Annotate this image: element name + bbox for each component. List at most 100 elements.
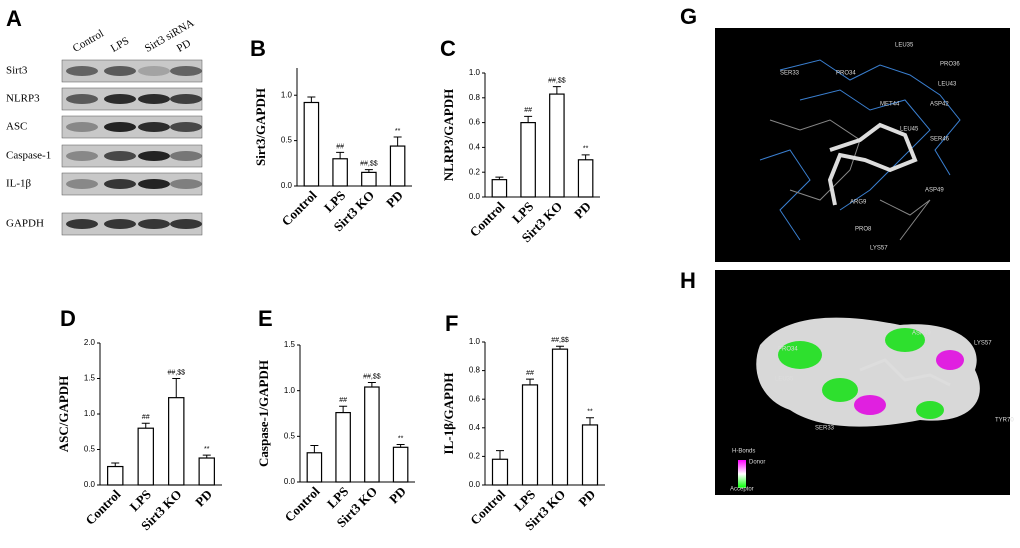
significance-label: ** <box>395 128 401 135</box>
bar <box>392 446 409 483</box>
residue-label: PRO36 <box>940 62 960 68</box>
y-tick-label: 0.2 <box>469 167 481 176</box>
bar <box>549 93 565 198</box>
bar <box>491 458 509 486</box>
bar <box>581 424 599 486</box>
significance-label: ** <box>587 409 593 416</box>
y-tick-label: 1.0 <box>469 337 481 346</box>
y-tick-label: 0.5 <box>284 431 296 440</box>
y-tick-label: 1.0 <box>281 90 293 99</box>
y-tick-label: 0.5 <box>84 445 96 454</box>
blot-band <box>138 179 170 189</box>
significance-label: ## <box>336 143 344 150</box>
error-bar <box>393 136 402 147</box>
x-tick-label: Control <box>82 486 123 527</box>
panel-letter: C <box>440 36 456 61</box>
blot-band <box>138 94 170 104</box>
bar <box>361 171 377 187</box>
legend-title: H-Bonds <box>732 449 755 455</box>
legend-acceptor: Acceptor <box>730 487 754 493</box>
residue-label: LEU45 <box>900 127 919 133</box>
bar <box>303 101 320 187</box>
x-tick-label: PD <box>383 188 406 211</box>
x-tick-label: PD <box>192 487 215 510</box>
y-tick-label: 1.0 <box>469 68 481 77</box>
bar <box>168 397 185 486</box>
y-tick-label: 0.0 <box>469 480 481 489</box>
y-tick-label: 1.0 <box>284 386 296 395</box>
y-tick-label: 0.6 <box>469 394 481 403</box>
error-bar <box>339 405 348 413</box>
x-tick-label: Control <box>279 187 320 228</box>
bar <box>520 121 536 198</box>
error-bar <box>364 169 373 173</box>
bar <box>389 145 406 187</box>
panel-letter: E <box>258 306 273 331</box>
significance-label: ** <box>583 146 589 153</box>
bar <box>551 348 569 486</box>
bar <box>107 465 124 486</box>
y-tick-label: 1.5 <box>284 340 296 349</box>
surface-patches <box>778 328 964 419</box>
error-bar <box>310 444 319 453</box>
error-bar <box>336 151 345 159</box>
residue-label: LEU35 <box>895 43 914 49</box>
y-axis-label: Caspase-1/GAPDH <box>256 360 271 467</box>
panel-letter: D <box>60 306 76 331</box>
significance-label: ## <box>526 370 534 377</box>
blot-band <box>170 94 202 104</box>
blot-band <box>138 66 170 76</box>
panel-letter: G <box>680 4 697 29</box>
ligand <box>827 122 918 206</box>
residue-label: LYS57 <box>974 341 992 347</box>
error-bar <box>396 444 405 448</box>
blot-band <box>104 151 136 161</box>
blot-band <box>138 219 170 229</box>
y-tick-label: 0.6 <box>469 118 481 127</box>
y-axis-label: Sirt3/GAPDH <box>253 88 268 166</box>
residue-label: ASP49 <box>925 188 944 194</box>
y-tick-label: 0.8 <box>469 93 481 102</box>
x-tick-label: Control <box>467 486 508 527</box>
y-tick-label: 0.0 <box>84 480 96 489</box>
significance-label: ## <box>339 397 347 404</box>
error-bar <box>552 86 561 95</box>
blot-row-label: IL-1β <box>6 178 32 190</box>
blot-row-label: NLRP3 <box>6 93 40 105</box>
x-tick-label: PD <box>575 487 598 510</box>
blot-band <box>104 219 136 229</box>
residue-label: LYS57 <box>870 246 888 252</box>
blot-band <box>66 219 98 229</box>
blot-band <box>66 179 98 189</box>
panel-letter: B <box>250 36 266 61</box>
bar <box>521 384 539 486</box>
bar <box>137 427 154 486</box>
error-bar <box>495 176 504 180</box>
error-bar <box>111 462 120 467</box>
bar <box>364 386 380 483</box>
significance-label: ##,$$ <box>167 369 185 376</box>
blot-band <box>66 66 98 76</box>
blot-band <box>104 179 136 189</box>
error-bar <box>496 450 504 460</box>
y-tick-label: 1.0 <box>84 409 96 418</box>
blot-row-label: Caspase-1 <box>6 150 51 162</box>
x-tick-label: PD <box>386 484 409 507</box>
blot-row-label: Sirt3 <box>6 65 28 77</box>
blot-row-label: ASC <box>6 121 27 133</box>
significance-label: ** <box>398 435 404 442</box>
residue-label: ARG9 <box>850 200 867 206</box>
residue-label: PRO34 <box>778 347 798 353</box>
residue-label: SER33 <box>815 426 835 432</box>
blot-band <box>66 151 98 161</box>
significance-label: ##,$$ <box>360 161 378 168</box>
blot-band <box>170 179 202 189</box>
x-tick-label: Control <box>467 198 508 239</box>
y-tick-label: 0.5 <box>281 136 293 145</box>
residue-label: LEU43 <box>938 82 957 88</box>
y-tick-label: 0.8 <box>469 366 481 375</box>
residue-label: MET44 <box>880 102 900 108</box>
docking-sticks <box>759 59 961 241</box>
x-tick-label: Control <box>282 483 323 524</box>
blot-column-label: PD <box>175 37 193 54</box>
